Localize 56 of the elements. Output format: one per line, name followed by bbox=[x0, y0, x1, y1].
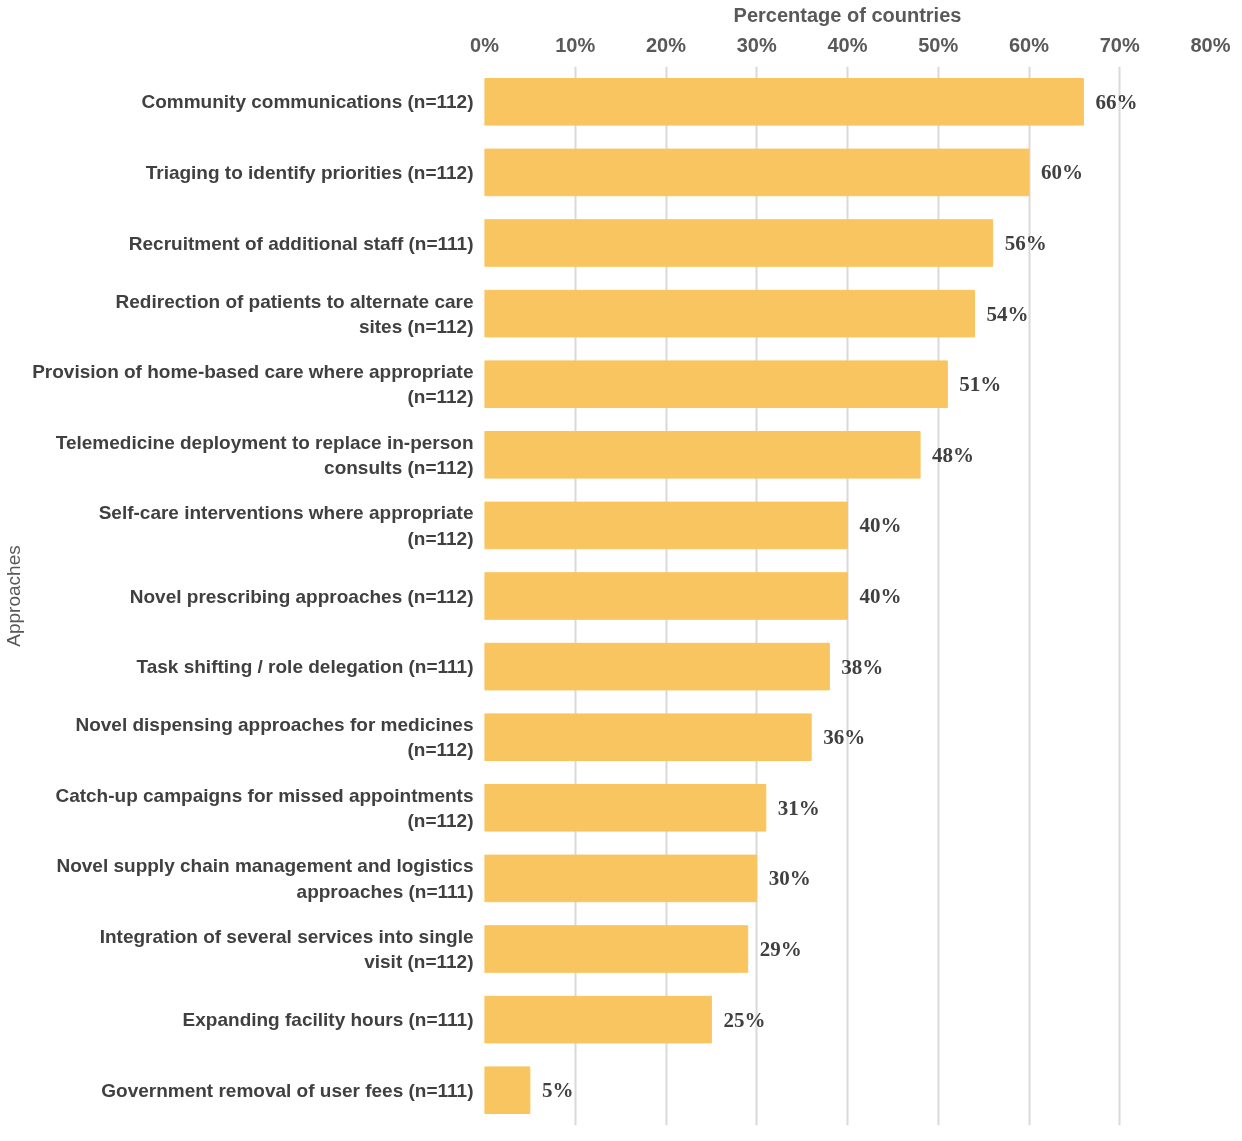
bar bbox=[484, 78, 1084, 126]
bar bbox=[484, 148, 1030, 197]
y-tick-label: Integration of several services into single visit (n=112) bbox=[99, 925, 474, 973]
y-tick-label: Novel prescribing approaches (n=112) bbox=[129, 585, 474, 607]
y-tick-label: Community communications (n=112) bbox=[141, 91, 474, 113]
data-label: 56% bbox=[1004, 231, 1047, 255]
x-tick-label: 10% bbox=[555, 33, 596, 56]
y-tick-label: Novel supply chain management and logistics approaches (n=111) bbox=[56, 855, 474, 902]
y-tick-label: Novel dispensing approaches for medicines (n=112) bbox=[75, 714, 474, 761]
data-label: 25% bbox=[723, 1007, 766, 1032]
bar bbox=[484, 572, 848, 620]
y-tick-label: Telemedicine deployment to replace in-person consults (n=112) bbox=[55, 431, 474, 478]
x-tick-label: 70% bbox=[1099, 33, 1140, 56]
x-tick-label: 60% bbox=[1008, 33, 1050, 56]
x-tick-label: 40% bbox=[827, 33, 868, 56]
bar bbox=[484, 501, 848, 550]
bar bbox=[484, 995, 712, 1044]
y-tick-label: Triaging to identify priorities (n=112) bbox=[145, 161, 474, 183]
x-axis-title: Percentage of countries bbox=[733, 3, 962, 26]
data-label: 5% bbox=[541, 1078, 574, 1103]
data-label: 40% bbox=[859, 584, 902, 608]
data-label: 60% bbox=[1041, 160, 1083, 185]
bar bbox=[484, 360, 948, 408]
y-axis-title: Approaches bbox=[3, 545, 25, 647]
y-tick-label: Task shifting / role delegation (n=111) bbox=[136, 656, 474, 678]
bar bbox=[484, 289, 976, 338]
data-label: 36% bbox=[823, 725, 866, 750]
y-tick-label: Redirection of patients to alternate care sites (n=112) bbox=[115, 290, 474, 337]
bar bbox=[484, 642, 830, 691]
x-tick-label: 80% bbox=[1190, 33, 1231, 56]
x-tick-label: 0% bbox=[470, 33, 500, 56]
data-label: 38% bbox=[841, 654, 884, 679]
y-tick-label: Catch-up campaigns for missed appointments (n=112) bbox=[55, 784, 474, 831]
x-tick-label: 30% bbox=[736, 33, 777, 56]
bar bbox=[484, 713, 812, 761]
bar bbox=[484, 925, 749, 973]
y-tick-label: Government removal of user fees (n=111) bbox=[101, 1079, 474, 1101]
data-label: 48% bbox=[932, 442, 975, 467]
bar bbox=[484, 784, 767, 832]
data-label: 31% bbox=[777, 795, 820, 820]
y-tick-label: Provision of home-based care where appropriate (n=112) bbox=[32, 361, 474, 408]
x-tick-label: 20% bbox=[645, 33, 687, 56]
bar bbox=[484, 1066, 531, 1114]
data-label: 66% bbox=[1095, 89, 1138, 114]
x-tick-label: 50% bbox=[918, 33, 959, 56]
y-tick-label: Recruitment of additional staff (n=111) bbox=[128, 232, 474, 254]
y-tick-label: Self-care interventions where appropriate (n=112) bbox=[98, 502, 474, 549]
data-label: 40% bbox=[859, 513, 902, 538]
data-label: 51% bbox=[959, 372, 1002, 397]
data-label: 54% bbox=[986, 301, 1029, 326]
bar bbox=[484, 219, 994, 267]
y-tick-label: Expanding facility hours (n=111) bbox=[182, 1009, 474, 1031]
data-label: 30% bbox=[768, 866, 811, 891]
bar bbox=[484, 854, 758, 903]
data-label: 29% bbox=[759, 937, 802, 961]
bar bbox=[484, 431, 921, 479]
